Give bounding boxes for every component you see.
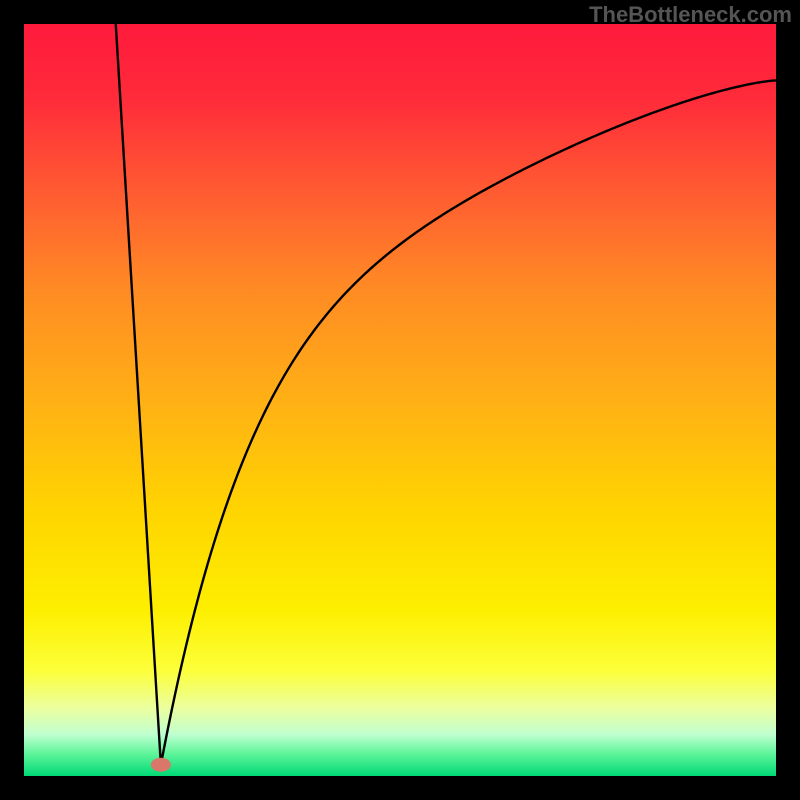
chart-background bbox=[24, 24, 776, 776]
minimum-point-marker bbox=[151, 758, 171, 772]
bottleneck-chart bbox=[0, 0, 800, 800]
watermark-text: TheBottleneck.com bbox=[589, 2, 792, 28]
